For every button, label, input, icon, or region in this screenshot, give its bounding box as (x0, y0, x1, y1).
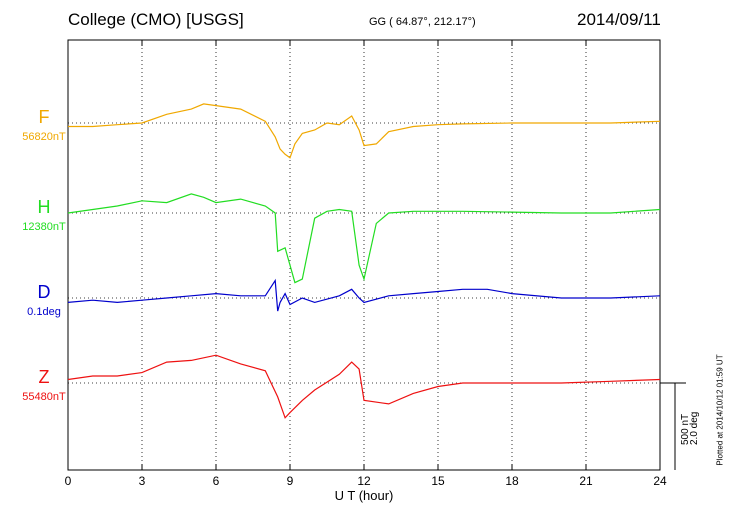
baseline-value-Z: 55480nT (22, 391, 66, 403)
component-label-F: F (39, 107, 50, 127)
date-label: 2014/09/11 (577, 10, 661, 29)
x-tick-label-15: 15 (431, 474, 445, 488)
x-axis-ticks: 0 3 6 9 12 15 18 21 24 (65, 40, 667, 488)
baseline-value-F: 56820nT (22, 131, 66, 143)
x-tick-label-21: 21 (579, 474, 593, 488)
x-tick-label-18: 18 (505, 474, 519, 488)
component-label-H: H (38, 197, 51, 217)
traces (67, 103, 661, 419)
component-label-Z: Z (39, 367, 50, 387)
series-line-Z (67, 354, 661, 419)
scale-bar: 500 nT 2.0 deg (660, 382, 700, 470)
series-line-H (67, 193, 661, 284)
x-tick-label-24: 24 (653, 474, 667, 488)
series-line-D (67, 278, 661, 312)
baseline-value-D: 0.1deg (27, 306, 61, 318)
scale-nt-label: 500 nT (680, 414, 691, 445)
coordinates-label: GG ( 64.87°, 212.17°) (369, 16, 476, 28)
horizontal-baselines (68, 122, 660, 384)
baseline-value-H: 12380nT (22, 221, 66, 233)
x-tick-label-6: 6 (213, 474, 220, 488)
x-tick-label-12: 12 (357, 474, 371, 488)
component-label-D: D (38, 282, 51, 302)
plotted-note: Plotted at 2014/10/12 01:59 UT (715, 354, 725, 466)
station-title: College (CMO) [USGS] (68, 10, 244, 29)
scale-deg-label: 2.0 deg (689, 412, 700, 445)
series-line-F (68, 103, 661, 159)
x-axis-label: U T (hour) (335, 488, 394, 503)
component-labels: F 56820nT H 12380nT D 0.1deg Z 55480nT (22, 107, 66, 403)
x-tick-label-3: 3 (139, 474, 146, 488)
x-tick-label-9: 9 (287, 474, 294, 488)
x-tick-label-0: 0 (65, 474, 72, 488)
